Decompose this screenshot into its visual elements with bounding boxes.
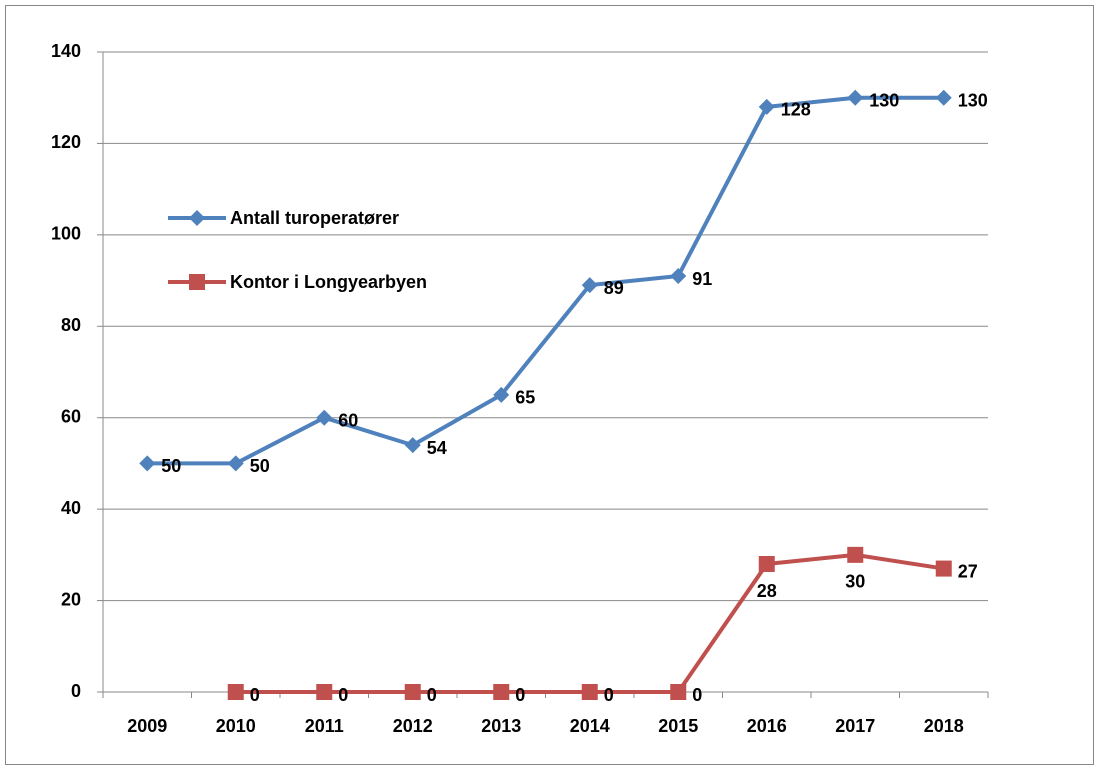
y-tick-label: 0 bbox=[71, 681, 81, 701]
series-line bbox=[147, 95, 944, 466]
y-tick-label: 20 bbox=[61, 589, 81, 609]
data-point bbox=[404, 684, 421, 700]
data-point bbox=[935, 560, 952, 577]
x-tick-label: 2018 bbox=[924, 716, 964, 736]
data-point bbox=[227, 684, 244, 700]
data-label: 89 bbox=[604, 278, 624, 298]
data-label: 0 bbox=[250, 685, 260, 705]
y-tick-label: 60 bbox=[61, 406, 81, 426]
x-tick-label: 2016 bbox=[747, 716, 787, 736]
data-point bbox=[581, 684, 598, 700]
y-tick-label: 140 bbox=[51, 41, 81, 61]
data-point bbox=[404, 437, 421, 454]
legend-label: Kontor i Longyearbyen bbox=[230, 272, 427, 292]
data-point bbox=[847, 546, 864, 563]
data-label: 27 bbox=[958, 561, 978, 581]
chart-border bbox=[5, 5, 1094, 765]
data-point bbox=[758, 556, 775, 572]
data-label: 91 bbox=[692, 269, 712, 289]
y-tick-label: 40 bbox=[61, 498, 81, 518]
data-label: 65 bbox=[515, 388, 535, 408]
data-label: 0 bbox=[427, 685, 437, 705]
y-tick-label: 80 bbox=[61, 315, 81, 335]
data-point bbox=[139, 455, 156, 472]
data-point bbox=[316, 684, 333, 700]
data-point bbox=[758, 98, 775, 115]
data-label: 50 bbox=[250, 456, 270, 476]
data-label: 130 bbox=[869, 90, 899, 110]
data-label: 28 bbox=[757, 581, 777, 601]
x-tick-label: 2014 bbox=[570, 716, 610, 736]
data-label: 50 bbox=[161, 456, 181, 476]
x-tick-label: 2012 bbox=[393, 716, 433, 736]
data-label: 130 bbox=[958, 90, 988, 110]
data-point bbox=[581, 277, 598, 294]
data-point bbox=[316, 409, 333, 426]
data-label: 60 bbox=[338, 410, 358, 430]
data-label: 30 bbox=[845, 572, 865, 592]
data-point bbox=[227, 455, 244, 472]
x-tick-label: 2013 bbox=[481, 716, 521, 736]
y-tick-label: 100 bbox=[51, 224, 81, 244]
data-point bbox=[935, 89, 952, 106]
data-label: 0 bbox=[338, 685, 348, 705]
data-point bbox=[670, 684, 687, 700]
x-tick-label: 2015 bbox=[658, 716, 698, 736]
data-label: 0 bbox=[604, 685, 614, 705]
x-tick-label: 2010 bbox=[216, 716, 256, 736]
legend-marker bbox=[189, 210, 205, 226]
y-tick-label: 120 bbox=[51, 132, 81, 152]
data-label: 0 bbox=[515, 685, 525, 705]
x-tick-label: 2009 bbox=[127, 716, 167, 736]
x-tick-label: 2011 bbox=[305, 716, 344, 736]
data-point bbox=[670, 268, 687, 284]
data-label: 54 bbox=[427, 438, 447, 458]
legend-label: Antall turoperatører bbox=[230, 208, 399, 228]
legend-marker bbox=[189, 274, 205, 290]
data-label: 0 bbox=[692, 685, 702, 705]
data-label: 128 bbox=[781, 100, 811, 120]
data-point bbox=[493, 386, 510, 403]
x-tick-label: 2017 bbox=[835, 716, 875, 736]
data-point bbox=[847, 89, 864, 106]
data-point bbox=[493, 684, 510, 700]
